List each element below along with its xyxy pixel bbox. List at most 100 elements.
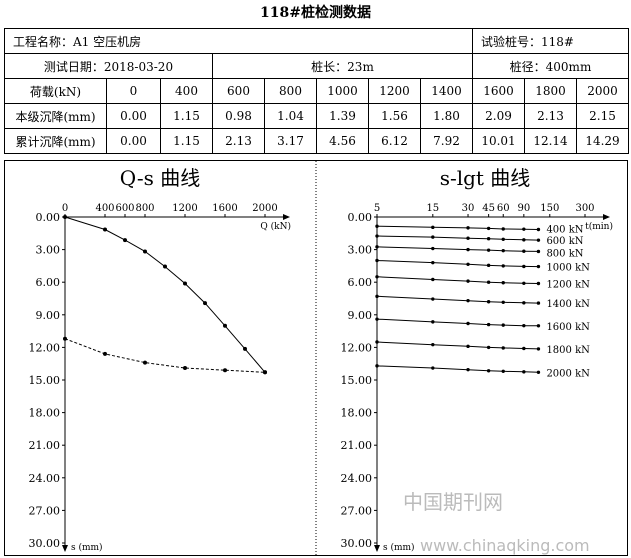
table-cell: 1.56 [368,103,421,129]
y-tick-label: 12.00 [341,341,373,354]
slgt-x-tick-label: 15 [426,203,439,214]
slgt-data-point [486,345,491,350]
table-cell: 2.09 [472,103,525,129]
slgt-x-tick-label: 30 [462,203,475,214]
slgt-x-axis-arrow [603,214,610,220]
qs-dashed-point [223,368,227,373]
slgt-data-point [466,367,470,372]
table-cell: 800 [264,78,317,104]
pile-number: 试验桩号：118# [472,28,629,54]
y-tick-label: 9.00 [36,309,61,322]
info-row-2: 测试日期：2018-03-20 桩长：23m 桩径：400mm [4,53,629,79]
qs-x-axis-label: Q (kN) [260,221,291,232]
table-cell: 1.04 [264,103,317,129]
slgt-data-point [486,248,491,252]
qs-dashed-point [263,370,267,375]
slgt-data-point [501,264,505,268]
qs-dashed-point [143,360,147,365]
slgt-data-point [466,247,470,252]
slgt-data-point [375,245,379,249]
qs-x-tick-label: 600 [115,203,134,214]
table-cell: 1.80 [420,103,473,129]
table-cell: 0.00 [106,103,161,129]
table-cell: 0.00 [106,128,161,154]
slgt-data-point [486,263,491,268]
qs-dashed-point [183,366,187,371]
y-tick-label: 15.00 [29,374,61,387]
pile-length: 桩长：23m [212,53,473,79]
table-cell: 400 [160,78,213,104]
slgt-data-point [536,347,541,351]
y-tick-label: 18.00 [341,407,373,420]
charts-panel: Q-s 曲线 0 400 600 800 1200 1600 2000 Q (kN) 0.00 3.… [4,160,628,556]
slgt-data-point [431,225,435,230]
slgt-data-point [466,298,470,303]
slgt-series-line [376,365,539,373]
slgt-data-point [522,238,526,242]
table-cell: 2.13 [524,103,577,129]
table-cell: 1200 [368,78,421,104]
y-axis-arrow [374,545,380,552]
y-tick-label: 9.00 [348,309,373,322]
slgt-data-point [431,320,435,324]
qs-data-point [63,215,67,219]
slgt-data-point [486,369,491,373]
slgt-series-label: 600 kN [546,236,583,247]
slgt-data-point [522,264,526,269]
table-cell: 2.15 [576,103,629,129]
slgt-series-line [376,318,539,327]
page-title: 118#桩检测数据 [260,5,371,21]
table-cell: 12.14 [524,128,577,154]
qs-x-axis-arrow [283,214,290,220]
slgt-x-tick-label: 300 [575,203,594,214]
info-row-1: 工程名称：A1 空压机房 试验桩号：118# [4,28,629,54]
y-tick-label: 24.00 [29,472,61,485]
slgt-data-point [375,258,379,263]
y-tick-label: 6.00 [36,276,61,289]
slgt-data-point [486,226,491,231]
table-cell: 6.12 [368,128,421,154]
slgt-series-label: 1000 kN [546,263,590,274]
qs-data-point [243,346,247,351]
slgt-data-point [466,344,470,349]
slgt-data-point [536,301,541,305]
table-row: 累计沉降(mm) 0.00 1.15 2.13 3.17 4.56 6.12 7… [4,128,629,154]
slgt-data-point [466,236,470,240]
y-tick-label: 27.00 [341,504,373,517]
project-name: 工程名称：A1 空压机房 [4,28,473,54]
y-tick-label: 3.00 [348,244,373,257]
slgt-data-point [431,246,435,251]
y-tick-label: 18.00 [29,407,61,420]
qs-dashed-point [103,351,107,356]
slgt-data-point [536,370,541,374]
slgt-x-tick-label: 5 [374,203,380,214]
table-cell: 14.29 [576,128,629,154]
qs-dashed-point [63,336,67,341]
table-cell: 1.15 [160,103,213,129]
y-axis-arrow [62,545,68,552]
qs-data-point [103,227,107,232]
pile-data-table: 工程名称：A1 空压机房 试验桩号：118# 测试日期：2018-03-20 桩… [4,28,629,154]
slgt-series-label: 1800 kN [546,345,590,356]
table-cell: 2000 [576,78,629,104]
table-cell: 0 [106,78,161,104]
slgt-data-point [431,260,435,265]
slgt-data-point [466,279,470,283]
table-cell: 2.13 [212,128,265,154]
y-tick-label: 21.00 [341,439,373,452]
slgt-x-tick-label: 90 [517,203,530,214]
slgt-data-point [431,366,435,370]
slgt-data-point [536,249,541,254]
slgt-data-point [486,280,491,284]
slgt-data-point [501,248,505,253]
slgt-series-line [376,276,539,284]
slgt-data-point [486,300,491,304]
y-tick-label: 21.00 [29,439,61,452]
slgt-data-point [375,317,379,321]
table-cell: 1800 [524,78,577,104]
qs-data-point [123,238,127,243]
slgt-data-point [466,262,470,266]
slgt-series-line [376,225,539,230]
slgt-data-point [431,342,435,347]
table-cell: 1.15 [160,128,213,154]
